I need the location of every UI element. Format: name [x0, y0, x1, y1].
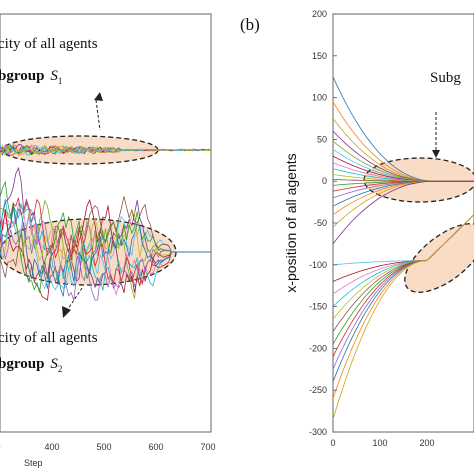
- series-b-s1-18: [332, 180, 474, 245]
- panel-a: 0 400 500 600 700 Step city of all agents bg…: [0, 13, 216, 468]
- panel-b-series: [332, 76, 474, 420]
- panel-b-label: (b): [240, 15, 260, 34]
- panel-b-ytick--100: -100: [309, 260, 327, 270]
- arrow-s1-head: [94, 92, 103, 101]
- panel-b-ytick-150: 150: [312, 51, 327, 61]
- panel-a-xtick-400: 400: [44, 442, 59, 452]
- panel-b-ytick--200: -200: [309, 343, 327, 353]
- annotation-s2-line2: bgroup S2: [0, 356, 62, 374]
- panel-b-ytick-0: 0: [322, 176, 327, 186]
- panel-b-ytick--250: -250: [309, 385, 327, 395]
- arrow-s2-head: [62, 306, 71, 318]
- annotation-s1-line1: city of all agents: [0, 36, 98, 52]
- panel-b-xtick-100: 100: [372, 438, 387, 448]
- subgroup-s2-ellipse-b: [404, 223, 474, 293]
- panel-b-ylabel: x-position of all agents: [283, 153, 299, 292]
- panel-a-xtick-600: 600: [148, 442, 163, 452]
- panel-a-xtick-500: 500: [96, 442, 111, 452]
- panel-b-ytick--300: -300: [309, 427, 327, 437]
- panel-b-xtick-200: 200: [419, 438, 434, 448]
- annotation-b: Subg: [430, 70, 461, 86]
- panel-b-ytick-100: 100: [312, 93, 327, 103]
- panel-b-xtick-0: 0: [330, 438, 335, 448]
- series-s1-10: [0, 144, 212, 156]
- panel-a-series: [0, 143, 212, 301]
- arrow-s1: [95, 99, 101, 131]
- panel-b: (b) Subg 200 150 100 50 0 -50 -100 -150 -200 -250…: [240, 9, 474, 448]
- panel-a-frame: [0, 13, 212, 433]
- panel-b-ytick-200: 200: [312, 9, 327, 19]
- panel-b-ytick--50: -50: [314, 218, 327, 228]
- arrow-b-head: [432, 150, 440, 158]
- series-b-s2-12: [332, 214, 474, 420]
- panel-b-ytick-50: 50: [317, 134, 327, 144]
- annotation-s2-line1: city of all agents: [0, 330, 98, 346]
- panel-b-ytick--150: -150: [309, 302, 327, 312]
- panel-a-xlabel: Step: [24, 458, 43, 468]
- series-s2-12: [0, 206, 211, 297]
- panel-a-xtick-700: 700: [200, 442, 215, 452]
- panel-a-xtick-0: 0: [0, 442, 1, 452]
- annotation-s1-line2: bgroup S1: [0, 68, 62, 86]
- series-s1-9: [0, 144, 212, 156]
